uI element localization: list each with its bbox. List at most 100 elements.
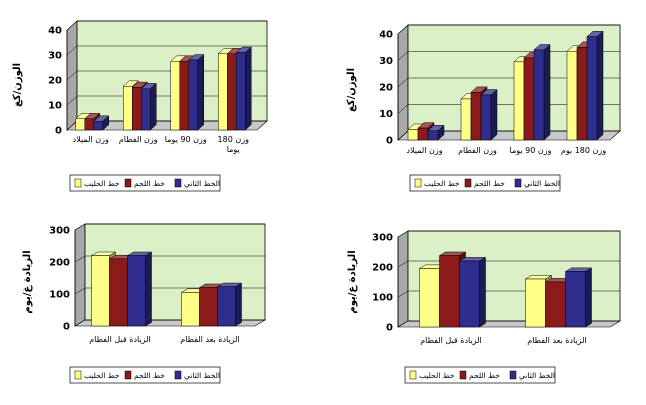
legend-swatch xyxy=(74,178,82,188)
y-axis-label: الزيادة غ/يوم xyxy=(22,250,33,313)
bar-front xyxy=(480,94,492,141)
legend-swatch xyxy=(174,178,182,188)
bar-front xyxy=(181,292,200,327)
chart-2: 0 10 20 30 40 الوزن/كغ وزن الميلاد وزن الفطام وز… xyxy=(346,24,621,192)
bar xyxy=(140,82,157,131)
bar xyxy=(235,46,252,131)
chart-4: 0 100 200 300 الزيادة غ/يوم الزيادة قبل الفطا… xyxy=(347,230,622,384)
y-tick-label: 300 xyxy=(372,233,393,244)
bar-front xyxy=(236,52,246,131)
legend: خط الحليب خط اللحم الخط الثاني xyxy=(69,366,221,384)
legend-label: الخط الثاني xyxy=(519,371,555,380)
plot-side-wall xyxy=(74,223,86,327)
bar xyxy=(458,256,487,328)
legend-swatch xyxy=(509,370,517,380)
bar xyxy=(188,54,205,131)
bar-side xyxy=(197,54,204,131)
bar-front xyxy=(439,255,460,328)
category-label: الزيادة قبل الفطام xyxy=(89,335,151,344)
y-tick-label: 0 xyxy=(386,323,393,334)
bar-front xyxy=(141,88,151,131)
bar xyxy=(586,30,604,141)
bar-side xyxy=(585,267,592,328)
legend: خط الحليب خط اللحم الخط الثاني xyxy=(404,366,556,384)
chart-1: 0 10 20 30 40 الوزن/كغ وزن الميلاد وزن الفطام وز… xyxy=(12,20,268,192)
category-label: وزن الميلاد xyxy=(73,135,109,144)
legend-swatch xyxy=(124,178,132,188)
bar-front xyxy=(218,53,228,131)
legend: خط الحليب خط اللحم الخط الثاني xyxy=(409,174,561,192)
y-tick-label: 20 xyxy=(379,83,393,94)
bar-front xyxy=(123,86,133,131)
legend-swatch xyxy=(409,370,417,380)
bar-front xyxy=(179,61,189,131)
gridline xyxy=(74,223,265,231)
legend-label: الخط الثاني xyxy=(184,371,220,380)
category-label: الزيادة قبل الفطام xyxy=(420,336,482,345)
bar-front xyxy=(109,258,128,327)
bar-front xyxy=(75,118,85,131)
y-axis-label: الزيادة غ/يوم xyxy=(347,250,358,313)
category-label: وزن الفطام xyxy=(119,135,158,144)
chart-3: 0 100 200 300 الزيادة غ/يوم الزيادة قبل الفطا… xyxy=(22,223,267,384)
bar-front xyxy=(523,57,535,141)
bar-front xyxy=(93,121,103,131)
bar-front xyxy=(470,92,482,141)
y-tick-label: 30 xyxy=(48,51,62,62)
legend-box xyxy=(69,366,221,384)
legend-label: خط اللحم xyxy=(134,371,165,380)
legend-swatch xyxy=(464,178,472,188)
gridline xyxy=(66,45,267,56)
y-tick-label: 40 xyxy=(379,30,393,41)
legend-label: خط الحليب xyxy=(84,371,120,380)
legend-swatch xyxy=(459,370,467,380)
category-label: وزن 180 يوما xyxy=(218,135,250,154)
bar-side xyxy=(235,282,242,327)
bar-front xyxy=(91,255,110,327)
y-tick-label: 100 xyxy=(372,293,393,304)
bar-front xyxy=(170,61,180,131)
legend-label: خط اللحم xyxy=(474,179,505,188)
bar-side xyxy=(596,30,604,141)
bar-front xyxy=(566,50,578,141)
bar-side xyxy=(145,251,152,327)
legend-label: خط الحليب xyxy=(424,179,460,188)
legend-box xyxy=(404,366,556,384)
bar-front xyxy=(427,130,439,141)
y-tick-label: 200 xyxy=(372,263,393,274)
bar-front xyxy=(407,129,419,141)
y-tick-label: 0 xyxy=(55,126,62,137)
bar-front xyxy=(586,36,598,141)
gridline xyxy=(397,260,620,268)
category-label: وزن 180 يوم xyxy=(561,146,606,155)
legend-label: خط اللحم xyxy=(134,179,165,188)
legend-label: الخط الثاني xyxy=(184,179,220,188)
y-tick-label: 10 xyxy=(48,101,62,112)
bar xyxy=(126,251,153,327)
category-label-line: يوما xyxy=(227,145,240,154)
y-tick-label: 20 xyxy=(48,76,62,87)
bar-front xyxy=(459,260,480,328)
bar xyxy=(480,88,498,141)
bar-front xyxy=(533,49,545,141)
legend: خط الحليب خط اللحم الخط الثاني xyxy=(69,174,221,192)
y-tick-label: 300 xyxy=(49,226,70,237)
bar xyxy=(533,43,551,141)
legend-swatch xyxy=(174,370,182,380)
y-tick-label: 0 xyxy=(63,322,70,333)
y-tick-label: 200 xyxy=(49,258,70,269)
y-axis-label: الوزن/كغ xyxy=(346,68,357,112)
legend-swatch xyxy=(124,370,132,380)
bar-side xyxy=(543,43,551,141)
bar-front xyxy=(199,287,218,327)
bar-front xyxy=(419,268,440,328)
y-tick-label: 30 xyxy=(379,56,393,67)
y-tick-label: 0 xyxy=(386,136,393,147)
bar-front xyxy=(188,59,198,131)
plot-side-wall xyxy=(397,230,409,328)
bar-front xyxy=(545,281,566,328)
bar-front xyxy=(217,286,236,327)
y-axis-label: الوزن/كغ xyxy=(12,63,23,107)
bar-side xyxy=(490,88,498,141)
category-label: وزن 90 يوما xyxy=(165,135,207,144)
